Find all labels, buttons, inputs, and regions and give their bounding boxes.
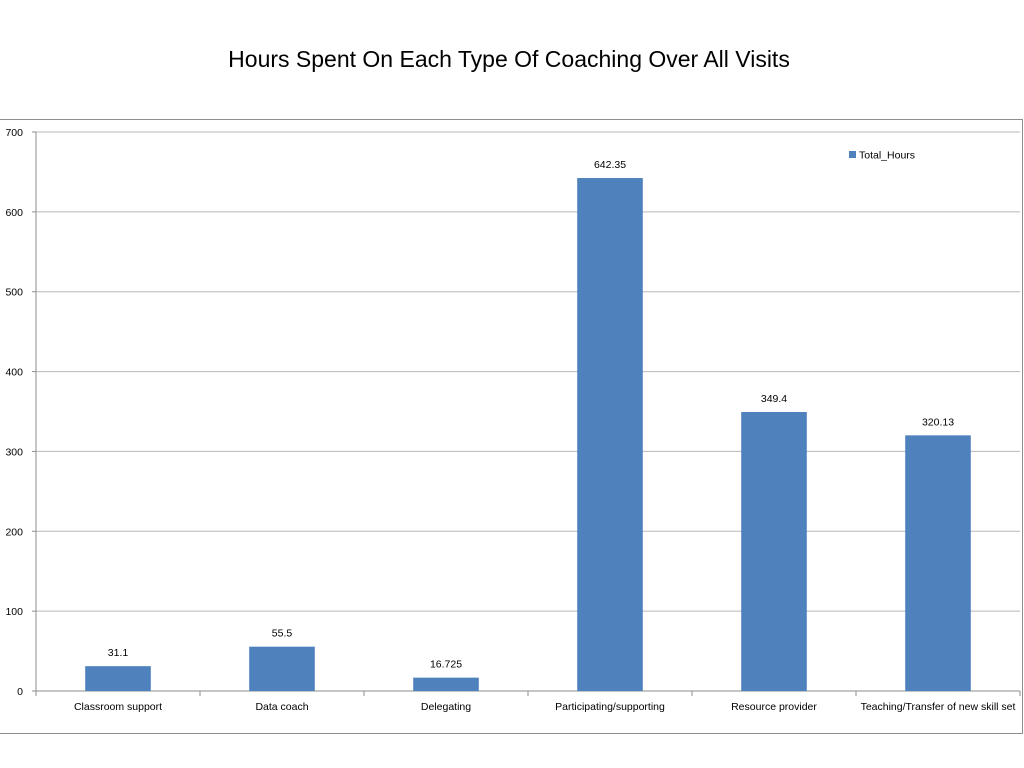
y-tick-label: 500 xyxy=(5,287,23,299)
data-label: 642.35 xyxy=(594,159,626,171)
gridlines xyxy=(36,131,1020,612)
bar xyxy=(413,677,479,691)
bar xyxy=(741,411,807,691)
chart-title: Hours Spent On Each Type Of Coaching Ove… xyxy=(228,46,790,72)
data-label: 31.1 xyxy=(108,647,129,659)
y-tick-label: 700 xyxy=(5,127,23,139)
bar xyxy=(905,435,971,691)
data-label: 16.725 xyxy=(430,659,462,671)
x-tick-label: Teaching/Transfer of new skill set xyxy=(861,701,1016,713)
bar xyxy=(85,666,151,691)
x-tick-label: Data coach xyxy=(255,701,308,713)
legend-label: Total_Hours xyxy=(859,150,915,162)
bar xyxy=(249,646,315,691)
y-tick-label: 300 xyxy=(5,446,23,458)
chart-frame xyxy=(0,119,1023,734)
data-label: 320.13 xyxy=(922,416,954,428)
y-tick-label: 100 xyxy=(5,606,23,618)
y-axis: 0 100 200 300 400 500 600 700 xyxy=(5,127,37,698)
data-label: 349.4 xyxy=(761,393,787,405)
y-tick-label: 600 xyxy=(5,207,23,219)
bar xyxy=(577,178,643,691)
x-tick-label: Resource provider xyxy=(731,701,817,713)
y-tick-label: 400 xyxy=(5,367,23,379)
legend: Total_Hours xyxy=(849,150,915,162)
bars xyxy=(85,178,971,691)
y-tick-label: 0 xyxy=(17,686,23,698)
x-axis: Classroom support Data coach Delegating Par… xyxy=(35,690,1021,713)
x-tick-label: Participating/supporting xyxy=(555,701,665,713)
x-tick-label: Classroom support xyxy=(74,701,162,713)
data-label: 55.5 xyxy=(272,628,293,640)
legend-swatch xyxy=(849,151,856,158)
y-tick-label: 200 xyxy=(5,526,23,538)
x-tick-label: Delegating xyxy=(421,701,471,713)
data-labels: 31.1 55.5 16.725 642.35 349.4 320.13 xyxy=(108,159,954,671)
